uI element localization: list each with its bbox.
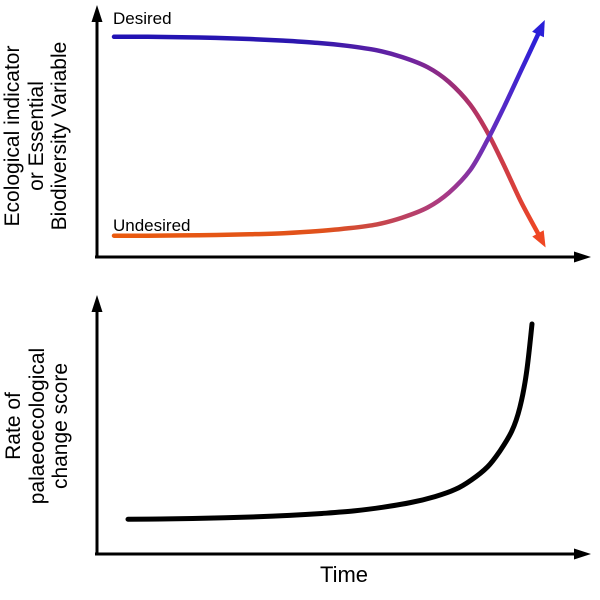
bottom-ylabel-line-2: palaeoecological	[25, 347, 49, 505]
bottom-ylabel-line-3: change score	[49, 362, 73, 490]
top-chart-y-axis-label: Ecological indicator or Essential Biodiv…	[1, 11, 73, 261]
desired-arrowhead-icon	[532, 230, 546, 248]
top-chart-series	[111, 20, 546, 248]
undesired-arrowhead-icon	[532, 20, 545, 38]
top-ylabel-line-3: Biodiversity Variable	[48, 41, 72, 231]
bottom-ylabel-line-1: Rate of	[2, 392, 25, 460]
bottom-chart-axes	[91, 295, 591, 560]
top-ylabel-line-1: Ecological indicator	[1, 45, 24, 227]
rate-of-palaeoecological-change-curve	[125, 321, 535, 522]
undesired-annotation: Undesired	[113, 216, 191, 235]
top-x-axis-arrow-icon	[574, 251, 591, 263]
bottom-x-axis-arrow-icon	[574, 548, 591, 560]
undesired-curve	[111, 32, 541, 238]
top-ylabel-line-2: or Essential	[24, 81, 48, 191]
desired-annotation: Desired	[113, 9, 172, 28]
bottom-chart-y-axis-label: Rate of palaeoecological change score	[2, 301, 74, 551]
top-y-axis-arrow-icon	[91, 5, 103, 22]
bottom-y-axis-arrow-icon	[91, 295, 103, 312]
bottom-chart-series	[125, 321, 535, 522]
top-chart-axes	[91, 5, 591, 263]
desired-curve	[111, 34, 541, 236]
x-axis-label-time: Time	[319, 562, 369, 587]
